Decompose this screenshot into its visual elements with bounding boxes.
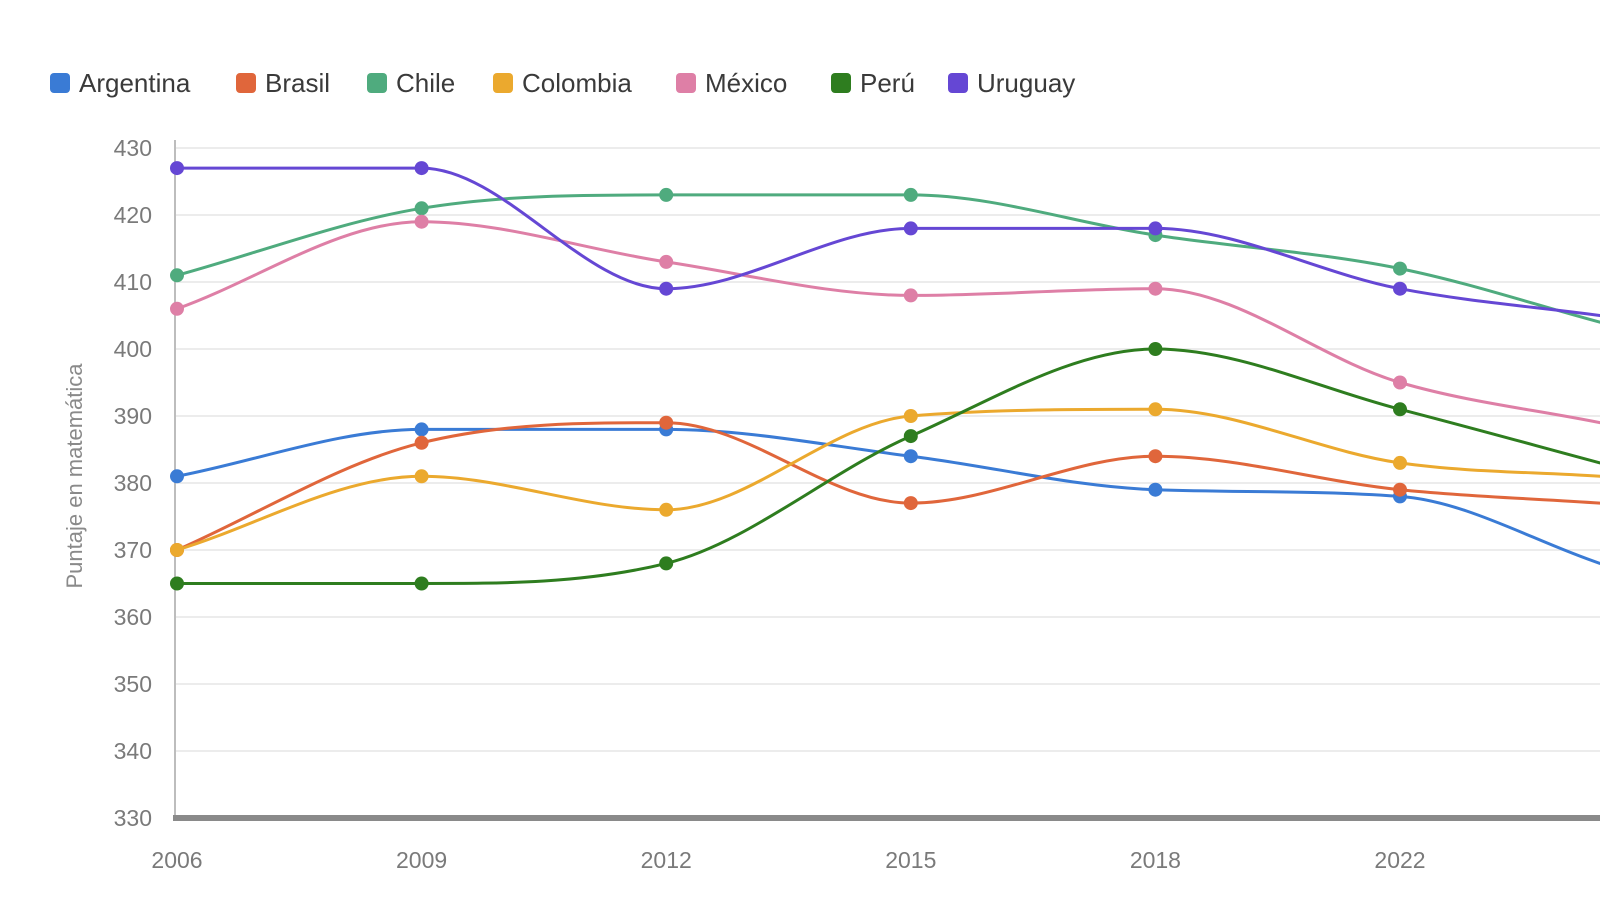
y-tick-label: 350: [114, 671, 152, 697]
data-point-peru[interactable]: [903, 429, 918, 444]
data-point-colombia[interactable]: [1393, 455, 1407, 470]
data-point-peru[interactable]: [170, 576, 184, 591]
y-axis-title: Puntaje en matemática: [62, 363, 87, 589]
legend-swatch: [367, 73, 387, 93]
y-tick-label: 390: [114, 403, 152, 429]
y-tick-label: 330: [114, 805, 152, 831]
legend-item-colombia[interactable]: Colombia: [493, 68, 632, 98]
legend-item-chile[interactable]: Chile: [367, 68, 455, 98]
data-point-chile[interactable]: [1393, 261, 1407, 276]
data-point-mexico[interactable]: [903, 288, 918, 303]
legend-item-uruguay[interactable]: Uruguay: [948, 68, 1075, 98]
legend-label: Uruguay: [977, 68, 1075, 98]
data-point-brasil[interactable]: [1148, 449, 1163, 464]
x-tick-label: 2022: [1374, 847, 1425, 873]
y-tick-label: 430: [114, 135, 152, 161]
data-point-peru[interactable]: [1148, 342, 1163, 356]
y-tick-label: 410: [114, 269, 152, 295]
legend-label: México: [705, 68, 787, 98]
data-point-colombia[interactable]: [414, 469, 429, 484]
legend-swatch: [50, 73, 70, 93]
data-point-chile[interactable]: [170, 268, 184, 283]
data-point-brasil[interactable]: [659, 415, 674, 430]
y-tick-label: 340: [114, 738, 152, 764]
series-chile: [170, 187, 1600, 324]
legend-item-mexico[interactable]: México: [676, 68, 787, 98]
data-point-brasil[interactable]: [1393, 482, 1407, 497]
data-point-brasil[interactable]: [414, 435, 429, 450]
x-tick-label: 2015: [885, 847, 936, 873]
data-point-argentina[interactable]: [414, 422, 429, 437]
data-point-uruguay[interactable]: [1393, 281, 1407, 296]
legend-swatch: [493, 73, 513, 93]
data-point-colombia[interactable]: [170, 543, 184, 557]
legend-label: Perú: [860, 68, 915, 98]
data-point-uruguay[interactable]: [170, 161, 184, 176]
legend-item-peru[interactable]: Perú: [831, 68, 915, 98]
chart-series: [170, 161, 1600, 591]
y-tick-label: 370: [114, 537, 152, 563]
series-mexico: [170, 214, 1600, 425]
data-point-uruguay[interactable]: [659, 281, 674, 296]
x-tick-label: 2006: [151, 847, 202, 873]
x-axis-ticks: 2006 2009 2012 2015 2018 2022: [151, 847, 1425, 873]
y-tick-label: 420: [114, 202, 152, 228]
series-line-peru: [175, 347, 1600, 585]
chart-gridlines: [175, 147, 1600, 819]
legend-swatch: [676, 73, 696, 93]
legend-swatch: [948, 73, 968, 93]
series-line-argentina: [175, 427, 1600, 565]
data-point-peru[interactable]: [659, 556, 674, 571]
legend-item-argentina[interactable]: Argentina: [50, 68, 191, 98]
y-tick-label: 400: [114, 336, 152, 362]
data-point-chile[interactable]: [659, 187, 674, 202]
data-point-uruguay[interactable]: [1148, 221, 1163, 236]
y-tick-label: 360: [114, 604, 152, 630]
legend-swatch: [236, 73, 256, 93]
data-point-chile[interactable]: [414, 201, 429, 216]
data-point-peru[interactable]: [414, 576, 429, 591]
data-point-colombia[interactable]: [659, 502, 674, 517]
data-point-peru[interactable]: [1393, 402, 1407, 417]
series-brasil: [170, 415, 1600, 557]
data-point-colombia[interactable]: [903, 409, 918, 423]
series-colombia: [170, 402, 1600, 557]
series-line-brasil: [175, 421, 1600, 552]
legend-label: Colombia: [522, 68, 632, 98]
chart-legend: Argentina Brasil Chile Colombia México Perú Ur…: [50, 68, 1075, 98]
series-argentina: [170, 422, 1600, 565]
y-axis-ticks: 330 340 350 360 370 380 390 400 410 420 430: [114, 135, 152, 831]
legend-label: Argentina: [79, 68, 191, 98]
data-point-brasil[interactable]: [903, 496, 918, 511]
x-tick-label: 2012: [641, 847, 692, 873]
data-point-mexico[interactable]: [170, 301, 184, 316]
data-point-mexico[interactable]: [1393, 375, 1407, 390]
series-uruguay: [170, 161, 1600, 317]
data-point-colombia[interactable]: [1148, 402, 1163, 417]
data-point-chile[interactable]: [903, 187, 918, 202]
data-point-argentina[interactable]: [170, 469, 184, 484]
series-line-mexico: [175, 220, 1600, 425]
legend-label: Brasil: [265, 68, 330, 98]
data-point-mexico[interactable]: [1148, 281, 1163, 296]
data-point-mexico[interactable]: [414, 214, 429, 229]
data-point-argentina[interactable]: [1148, 482, 1163, 497]
data-point-uruguay[interactable]: [414, 161, 429, 176]
series-line-chile: [175, 193, 1600, 324]
data-point-mexico[interactable]: [659, 254, 674, 269]
series-peru: [170, 342, 1600, 591]
y-tick-label: 380: [114, 470, 152, 496]
legend-swatch: [831, 73, 851, 93]
x-tick-label: 2018: [1130, 847, 1181, 873]
data-point-argentina[interactable]: [903, 449, 918, 464]
legend-item-brasil[interactable]: Brasil: [236, 68, 330, 98]
legend-label: Chile: [396, 68, 455, 98]
x-tick-label: 2009: [396, 847, 447, 873]
data-point-uruguay[interactable]: [903, 221, 918, 236]
